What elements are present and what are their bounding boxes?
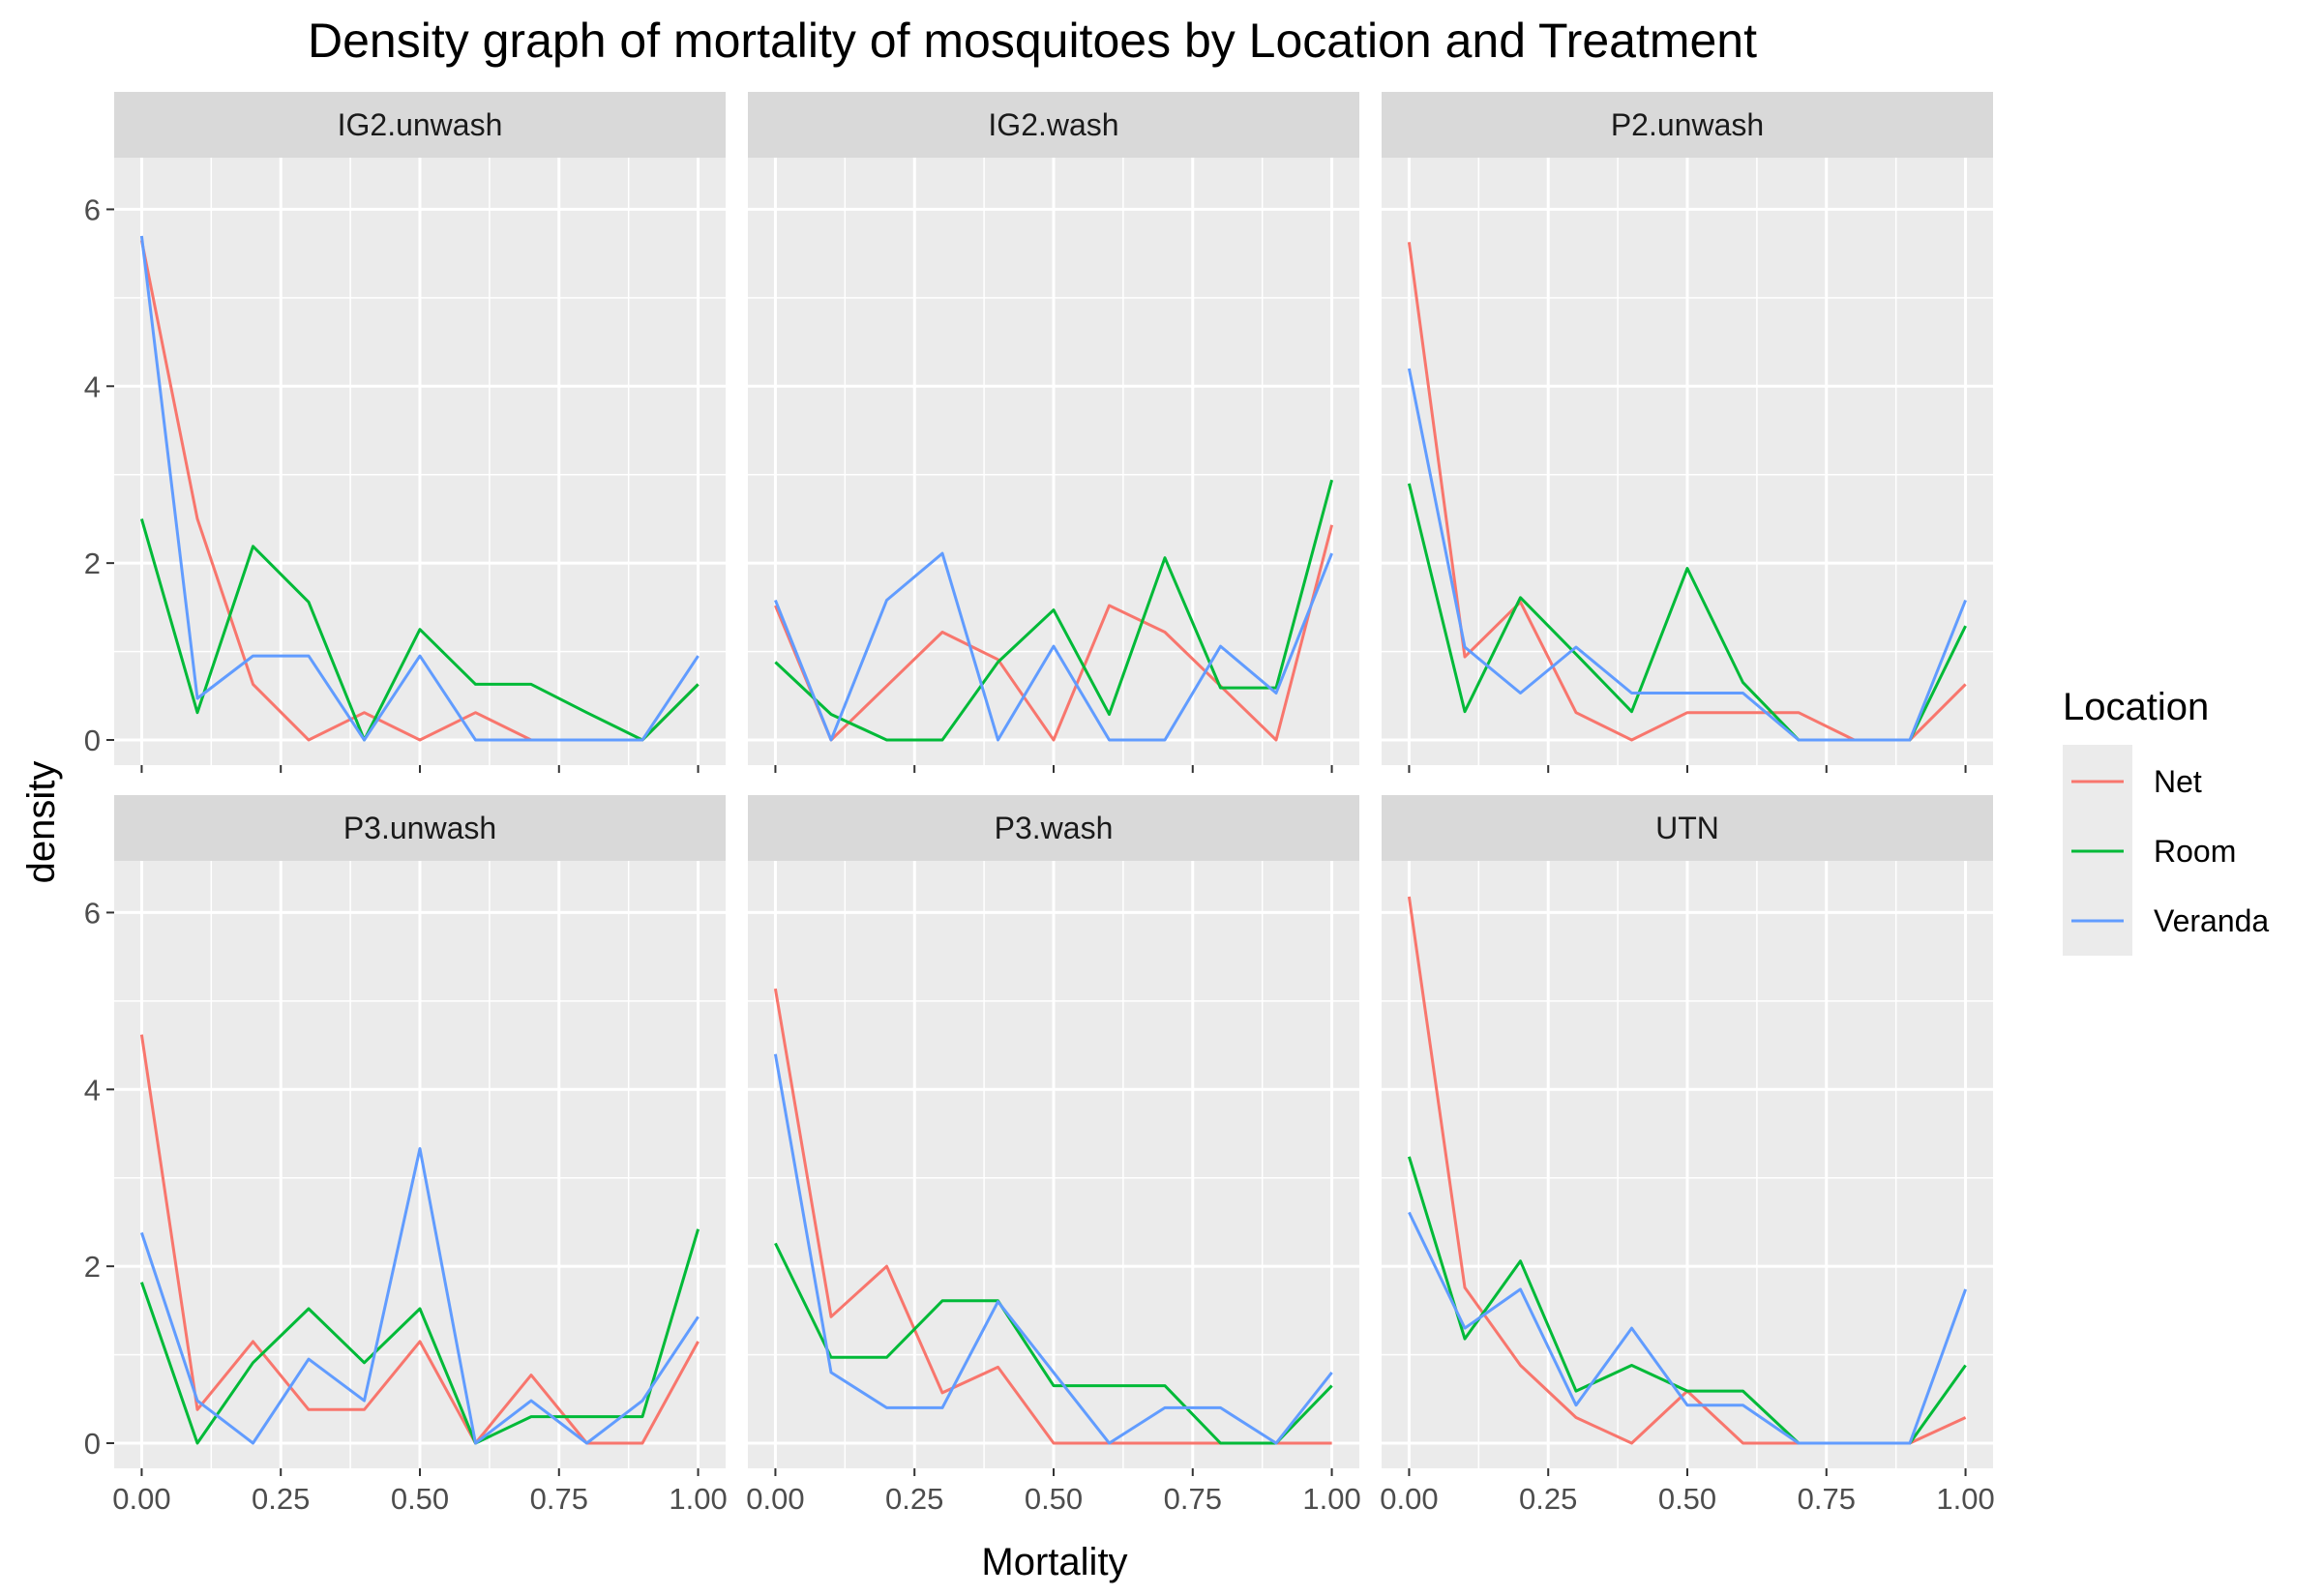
x-tick-label: 0.50 [1658,1482,1716,1516]
series-line-net-ig2-wash [774,524,1334,742]
facet-panels: IG2.unwash 0 2 4 6 IG2.wash P2.unwash P3.unwash… [84,92,1995,1516]
y-axis-title: density [20,761,63,884]
strip-label-p2-unwash: P2.unwash [1611,107,1764,142]
y-tick-label: 0 [84,724,101,757]
x-tick-label: 0.00 [746,1482,804,1516]
panel-p2-unwash: P2.unwash [1382,92,1993,773]
series-line-net-p3-unwash [139,1034,700,1445]
legend-title: Location [2063,686,2209,728]
x-tick-label: 0.00 [1380,1482,1438,1516]
panel-p3-unwash: P3.unwash 0 2 4 6 0.00 0.25 0.50 0.75 1.00 [84,795,728,1516]
y-tick-label: 2 [84,1250,101,1284]
strip-label-p3-unwash: P3.unwash [343,811,496,845]
y-tick-label: 6 [84,896,101,930]
series-line-room-p3-unwash [139,1228,700,1445]
x-tick-label: 0.50 [391,1482,449,1516]
strip-p2-unwash [1382,92,1993,158]
strip-ig2-wash [748,92,1359,158]
series-line-veranda-p2-unwash [1407,368,1967,742]
x-axis-title: Mortality [981,1541,1127,1583]
series-line-veranda-ig2-wash [774,551,1333,742]
chart-title: Density graph of mortality of mosquitoes… [308,14,1757,68]
x-tick-label: 1.00 [1302,1482,1360,1516]
panel-p3-wash: P3.wash 0.00 0.25 0.50 0.75 1.00 [746,795,1361,1516]
series-line-veranda-p3-wash [773,1053,1333,1445]
legend-label-veranda: Veranda [2154,903,2269,938]
x-tick-label: 0.50 [1025,1482,1083,1516]
series-line-room-ig2-unwash [139,517,700,742]
legend-label-room: Room [2154,834,2236,869]
strip-utn [1382,795,1993,861]
y-tick-label: 0 [84,1427,101,1461]
strip-label-p3-wash: P3.wash [995,811,1114,845]
x-tick-label: 0.25 [252,1482,310,1516]
x-tick-label: 0.25 [885,1482,943,1516]
y-tick-label: 4 [84,369,101,403]
y-tick-label: 4 [84,1073,101,1107]
series-line-veranda-ig2-unwash [139,235,700,742]
y-tick-label: 6 [84,192,101,226]
legend: Location Net Room Veranda [2063,686,2269,956]
series-line-room-ig2-wash [774,479,1334,742]
x-tick-label: 0.75 [1164,1482,1222,1516]
x-tick-label: 0.75 [1798,1482,1856,1516]
legend-entries: Net Room Veranda [2071,764,2269,938]
panel-utn: UTN 0.00 0.25 0.50 0.75 1.00 [1380,795,1995,1516]
x-tick-label: 1.00 [669,1482,727,1516]
panel-ig2-unwash: IG2.unwash 0 2 4 6 [84,92,726,773]
y-tick-label: 2 [84,547,101,580]
x-tick-label: 0.25 [1519,1482,1577,1516]
strip-label-utn: UTN [1655,811,1719,845]
series-line-veranda-utn [1408,1211,1968,1445]
legend-label-net: Net [2154,764,2202,799]
x-tick-label: 0.75 [530,1482,588,1516]
strip-label-ig2-unwash: IG2.unwash [338,107,503,142]
strip-p3-unwash [114,795,726,861]
strip-ig2-unwash [114,92,726,158]
strip-label-ig2-wash: IG2.wash [988,107,1118,142]
x-tick-label: 1.00 [1936,1482,1994,1516]
x-tick-label: 0.00 [112,1482,170,1516]
series-line-veranda-p3-unwash [139,1147,700,1445]
panel-ig2-wash: IG2.wash [748,92,1359,773]
series-line-room-p3-wash [774,1242,1333,1445]
strip-p3-wash [748,795,1359,861]
